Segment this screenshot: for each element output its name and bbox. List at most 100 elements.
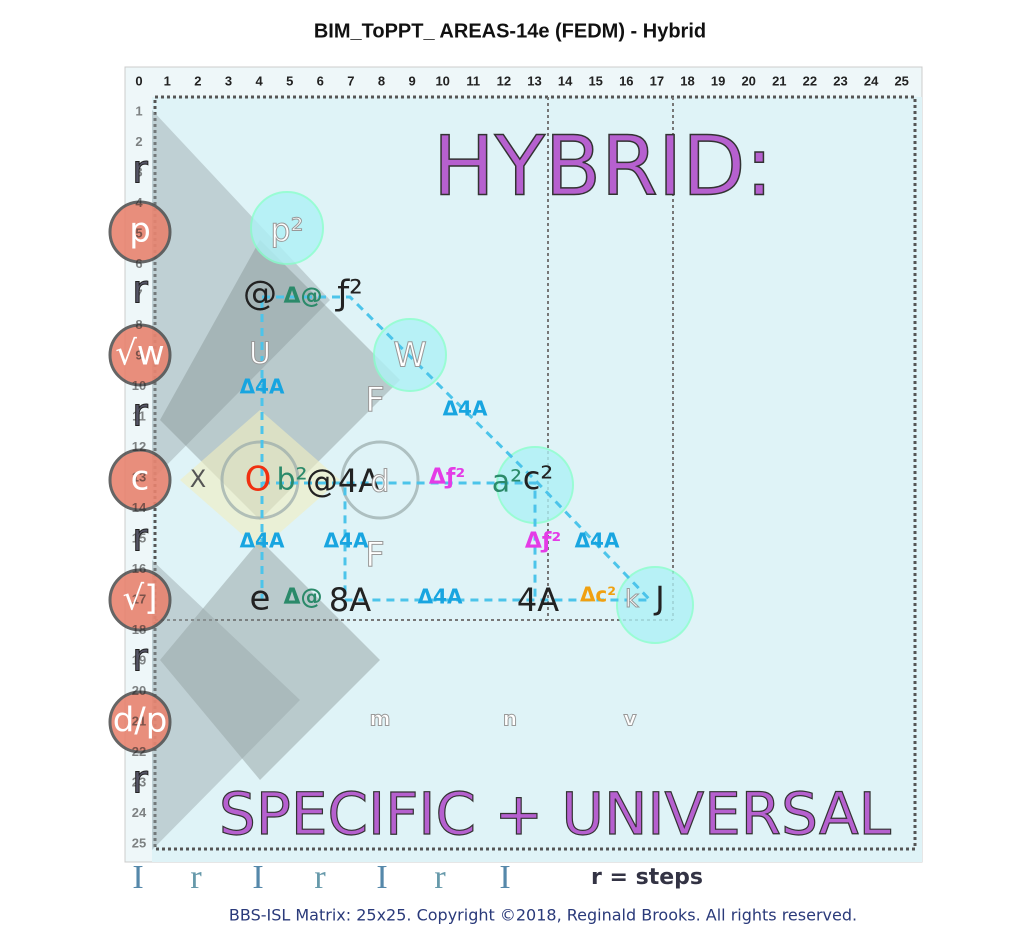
column-header: 10 bbox=[435, 73, 449, 88]
diagram-label: Δ@ bbox=[283, 585, 322, 610]
diagram-label: J bbox=[653, 579, 664, 617]
diagram-label: @ bbox=[243, 274, 277, 314]
diagram-label: e bbox=[250, 579, 271, 619]
column-header: 17 bbox=[650, 73, 664, 88]
diagram-label: ƒ² bbox=[334, 274, 363, 314]
salmon-circle bbox=[108, 690, 172, 754]
column-header: 14 bbox=[558, 73, 573, 88]
column-header: 15 bbox=[588, 73, 602, 88]
row-header: 12 bbox=[132, 439, 146, 454]
column-header: 3 bbox=[225, 73, 232, 88]
diagram-label: b² bbox=[276, 463, 307, 498]
steps-note: r = steps bbox=[591, 865, 703, 890]
row-header: 8 bbox=[135, 317, 142, 332]
row-header: 24 bbox=[132, 805, 147, 820]
diagram-label: d bbox=[370, 465, 389, 500]
column-header: 13 bbox=[527, 73, 541, 88]
row-header: 19 bbox=[132, 653, 146, 668]
diagram-label: a² bbox=[492, 465, 522, 500]
row-header: 13 bbox=[132, 470, 146, 485]
column-header: 18 bbox=[680, 73, 694, 88]
column-header: 23 bbox=[833, 73, 847, 88]
row-header: 1 bbox=[135, 104, 142, 119]
row-header: 25 bbox=[132, 836, 146, 851]
diagram-label: Δ4A bbox=[575, 529, 620, 553]
diagram-label: m bbox=[370, 707, 391, 731]
column-header: 24 bbox=[864, 73, 879, 88]
left-label: r bbox=[132, 636, 148, 680]
bottom-label: I bbox=[132, 859, 143, 896]
diagram-label: 4A bbox=[517, 581, 559, 619]
column-header: 19 bbox=[711, 73, 725, 88]
diagram-label: W bbox=[393, 336, 427, 376]
row-header: 16 bbox=[132, 561, 146, 576]
row-header: 18 bbox=[132, 622, 146, 637]
row-header: 14 bbox=[132, 500, 147, 515]
row-header: 11 bbox=[132, 409, 146, 424]
left-label: √] bbox=[123, 579, 158, 619]
dashed-path bbox=[262, 295, 654, 602]
diagram-label: Δƒ² bbox=[429, 465, 465, 490]
row-header: 15 bbox=[132, 531, 146, 546]
salmon-circle bbox=[108, 323, 172, 387]
diagram-label: F bbox=[365, 381, 385, 421]
row-header: 7 bbox=[135, 287, 142, 302]
row-header: 5 bbox=[135, 226, 142, 241]
grey-triangle bbox=[152, 110, 330, 480]
bottom-label: I bbox=[499, 859, 510, 896]
outline-circle bbox=[220, 440, 300, 520]
left-label: r bbox=[132, 758, 148, 802]
diagram-label: @4A bbox=[306, 462, 380, 500]
column-header: 21 bbox=[772, 73, 786, 88]
column-header: 22 bbox=[803, 73, 817, 88]
yellow-diamond bbox=[180, 410, 340, 550]
column-header: 8 bbox=[378, 73, 385, 88]
bottom-label: I bbox=[376, 859, 387, 896]
column-header: 5 bbox=[286, 73, 293, 88]
diagram-label: Δ4A bbox=[240, 529, 285, 553]
diagram-label: Δƒ² bbox=[525, 529, 561, 554]
diagram-label: Δ4A bbox=[324, 529, 369, 553]
outline-circle bbox=[340, 440, 420, 520]
column-header: 7 bbox=[347, 73, 354, 88]
bottom-label: r bbox=[190, 859, 202, 896]
left-label: c bbox=[131, 459, 150, 499]
diagram-label: F bbox=[365, 536, 385, 576]
left-label: r bbox=[132, 268, 148, 312]
column-header: 1 bbox=[164, 73, 171, 88]
diagram-label: Δc² bbox=[580, 583, 616, 607]
row-header: 3 bbox=[135, 165, 142, 180]
headline: HYBRID: bbox=[433, 119, 773, 214]
diagram-label: Δ4A bbox=[418, 585, 463, 609]
row-header: 20 bbox=[132, 683, 146, 698]
row-header: 17 bbox=[132, 592, 146, 607]
diagram-label: Δ4A bbox=[443, 397, 488, 421]
row-header: 21 bbox=[132, 714, 146, 729]
row-header: 2 bbox=[135, 134, 142, 149]
footer: BBS-ISL Matrix: 25x25. Copyright ©2018, … bbox=[229, 906, 857, 925]
diagram-label: 8A bbox=[329, 581, 371, 619]
salmon-circle bbox=[108, 568, 172, 632]
cyan-circle bbox=[250, 191, 324, 265]
grey-triangle bbox=[152, 560, 300, 850]
column-header: 6 bbox=[317, 73, 324, 88]
left-label: p bbox=[129, 211, 151, 251]
bottom-label: I bbox=[252, 859, 263, 896]
left-label: r bbox=[132, 516, 148, 560]
row-header: 10 bbox=[132, 378, 146, 393]
column-header: 16 bbox=[619, 73, 633, 88]
column-header: 4 bbox=[255, 73, 263, 88]
grey-diamond bbox=[160, 540, 380, 780]
column-header: 2 bbox=[194, 73, 201, 88]
left-label: r bbox=[132, 391, 148, 435]
diagram-label: k bbox=[625, 585, 639, 613]
column-header: 0 bbox=[135, 73, 142, 88]
column-header: 20 bbox=[741, 73, 755, 88]
diagram-label: U bbox=[249, 337, 271, 372]
column-header: 12 bbox=[497, 73, 511, 88]
salmon-circle bbox=[108, 448, 172, 512]
diagram-label: n bbox=[503, 707, 517, 731]
diagram-label: O bbox=[245, 460, 272, 500]
diagram-label: p² bbox=[270, 211, 303, 249]
